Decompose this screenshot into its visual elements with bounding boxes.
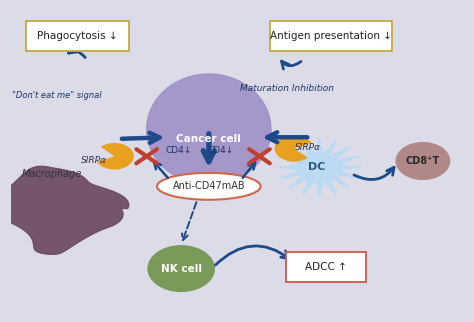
FancyBboxPatch shape [270, 22, 392, 51]
Text: Cancer cell: Cancer cell [176, 134, 241, 144]
Polygon shape [0, 166, 129, 254]
Polygon shape [276, 138, 362, 197]
Wedge shape [97, 143, 134, 170]
Circle shape [396, 143, 449, 179]
Text: Macrophage: Macrophage [22, 169, 82, 179]
Text: DC: DC [308, 162, 326, 172]
Text: SIRPα: SIRPα [295, 143, 321, 152]
Wedge shape [274, 135, 311, 162]
Text: CD8⁺T: CD8⁺T [406, 156, 440, 166]
FancyBboxPatch shape [286, 252, 366, 281]
Text: Maturation Inhibition: Maturation Inhibition [240, 84, 334, 93]
Text: Phagocytosis ↓: Phagocytosis ↓ [37, 31, 118, 41]
Ellipse shape [157, 173, 261, 200]
Text: Antigen presentation ↓: Antigen presentation ↓ [270, 31, 392, 41]
Text: CD4↓: CD4↓ [166, 146, 192, 155]
FancyBboxPatch shape [26, 22, 129, 51]
Circle shape [148, 246, 214, 291]
Text: SIRPα: SIRPα [81, 156, 107, 165]
Text: CD4↓: CD4↓ [207, 146, 234, 155]
Text: "Don't eat me" signal: "Don't eat me" signal [12, 91, 102, 100]
Text: NK cell: NK cell [161, 264, 202, 274]
Text: ADCC ↑: ADCC ↑ [305, 262, 347, 272]
Ellipse shape [146, 74, 271, 185]
Text: Anti-CD47mAB: Anti-CD47mAB [173, 181, 245, 191]
